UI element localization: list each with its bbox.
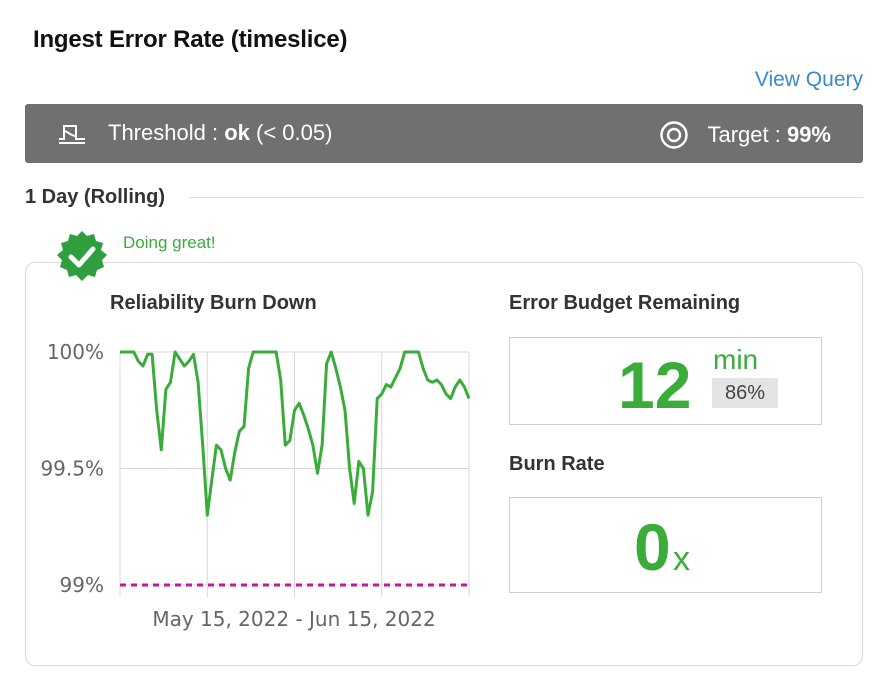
check-badge-icon: [57, 231, 107, 281]
slo-card: [25, 262, 863, 666]
y-tick-label: 99%: [60, 573, 104, 597]
view-query-link[interactable]: View Query: [754, 68, 863, 91]
status-text: Doing great!: [123, 233, 216, 252]
period-label: 1 Day (Rolling): [25, 186, 166, 208]
error-budget-box: 12 min 86%: [509, 337, 822, 425]
x-axis-label: May 15, 2022 - Jun 15, 2022: [152, 607, 435, 631]
period-header: 1 Day (Rolling): [25, 186, 863, 209]
y-tick-label: 99.5%: [40, 457, 104, 481]
period-divider: [189, 197, 863, 198]
burn-rate-box: 0 x: [509, 497, 822, 593]
threshold-icon: [59, 125, 85, 144]
target-icon: [660, 121, 689, 149]
error-budget-percent: 86%: [712, 378, 778, 408]
threshold-label: Threshold :: [108, 120, 219, 145]
burn-down-title: Reliability Burn Down: [110, 292, 317, 314]
threshold-detail: (< 0.05): [256, 120, 333, 145]
target-label: Target :: [707, 122, 781, 147]
series-line: [120, 350, 471, 517]
burn-rate-title: Burn Rate: [509, 453, 605, 475]
target-group: Target : 99%: [659, 120, 831, 150]
burn-rate-value: 0: [634, 510, 671, 584]
threshold-group: Threshold : ok (< 0.05): [58, 120, 332, 146]
target-value: 99%: [786, 122, 831, 147]
threshold-value: ok: [224, 120, 250, 145]
burn-rate-suffix: x: [673, 540, 690, 578]
panel-title: Ingest Error Rate (timeslice): [33, 26, 348, 53]
error-budget-unit: min: [713, 344, 759, 375]
y-tick-label: 100%: [47, 340, 104, 364]
error-budget-value: 12: [618, 348, 692, 422]
status-bar: Threshold : ok (< 0.05) Target : 99%: [25, 104, 863, 163]
error-budget-title: Error Budget Remaining: [509, 292, 741, 314]
